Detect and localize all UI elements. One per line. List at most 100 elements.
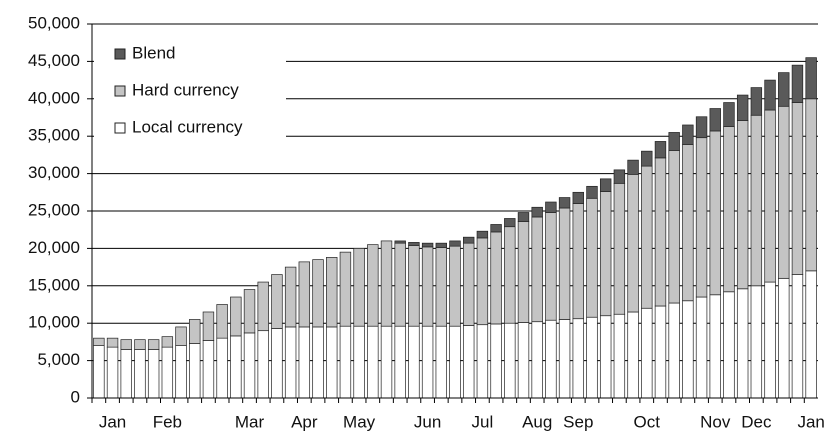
- bar-segment: [613, 182, 626, 315]
- bar-segment: [367, 325, 379, 399]
- bar-segment: [421, 325, 434, 399]
- bar-segment: [339, 325, 352, 399]
- bar-segment: [421, 246, 434, 327]
- bar-segment: [695, 137, 708, 298]
- bar-segment: [736, 94, 749, 121]
- bar-segment: [353, 325, 365, 399]
- bar-segment: [558, 319, 571, 399]
- bar-segment: [161, 336, 174, 348]
- x-tick-label: Nov: [700, 412, 731, 431]
- bar-segment: [791, 274, 804, 399]
- bar-segment: [572, 191, 584, 204]
- bar-segment: [326, 326, 338, 399]
- bar-segment: [106, 346, 119, 399]
- bar-segment: [805, 270, 817, 399]
- bar-segment: [257, 330, 269, 399]
- bar-segment: [545, 212, 557, 321]
- legend-label: Hard currency: [132, 80, 239, 99]
- x-tick-label: Aug: [522, 412, 552, 431]
- bar-segment: [668, 150, 680, 304]
- bar-segment: [476, 230, 489, 239]
- bar-segment: [641, 165, 653, 309]
- bar-segment: [93, 337, 105, 346]
- bar-segment: [243, 332, 256, 399]
- bar-segment: [723, 126, 735, 293]
- bar-segment: [161, 346, 174, 399]
- legend-label: Blend: [132, 43, 175, 62]
- bar-segment: [764, 281, 776, 399]
- bar-segment: [490, 231, 502, 325]
- bar-segment: [517, 221, 530, 323]
- bar-segment: [723, 102, 735, 127]
- x-tick-label: Jan: [797, 412, 824, 431]
- bar-segment: [545, 319, 557, 399]
- bar-segment: [326, 257, 338, 328]
- bar-segment: [778, 277, 790, 399]
- x-tick-label: Sep: [563, 412, 593, 431]
- legend-swatch: [114, 122, 126, 134]
- bar-segment: [476, 237, 489, 326]
- bar-segment: [764, 79, 776, 111]
- y-tick-label: 50,000: [28, 13, 80, 32]
- y-tick-label: 10,000: [28, 313, 80, 332]
- bar-segment: [805, 98, 817, 272]
- bar-segment: [284, 326, 297, 399]
- y-tick-label: 35,000: [28, 126, 80, 145]
- bar-segment: [202, 311, 215, 341]
- y-tick-label: 20,000: [28, 238, 80, 257]
- bar-segment: [558, 207, 571, 320]
- bar-segment: [504, 322, 516, 399]
- x-tick-label: May: [343, 412, 376, 431]
- bar-segment: [408, 325, 420, 399]
- bar-segment: [504, 226, 516, 324]
- bar-segment: [682, 300, 694, 399]
- bar-segment: [462, 236, 475, 244]
- bar-segment: [271, 274, 283, 329]
- bar-segment: [572, 318, 584, 399]
- bar-segment: [394, 240, 406, 244]
- bar-segment: [367, 244, 379, 327]
- bar-segment: [120, 349, 132, 399]
- bar-segment: [682, 124, 694, 145]
- bar-segment: [586, 185, 598, 199]
- bar-segment: [175, 326, 187, 346]
- bar-segment: [284, 266, 297, 328]
- bar-segment: [435, 242, 448, 249]
- bar-segment: [435, 247, 448, 327]
- bar-segment: [504, 218, 516, 228]
- bar-segment: [230, 296, 242, 337]
- bar-segment: [545, 201, 557, 213]
- bar-segment: [531, 216, 543, 323]
- bar-segment: [462, 242, 475, 326]
- bar-segment: [202, 340, 215, 399]
- bar-segment: [93, 345, 105, 399]
- bar-segment: [134, 349, 146, 399]
- legend-swatch: [114, 48, 126, 60]
- legend-swatch: [114, 85, 126, 97]
- bar-segment: [449, 240, 461, 247]
- bar-segment: [421, 242, 434, 248]
- bar-segment: [490, 224, 502, 233]
- legend-label: Local currency: [132, 117, 243, 136]
- bar-segment: [641, 150, 653, 167]
- bar-segment: [709, 130, 721, 296]
- x-tick-label: Feb: [153, 412, 182, 431]
- bar-segment: [750, 285, 763, 399]
- bar-segment: [380, 325, 393, 399]
- bar-segment: [654, 141, 667, 159]
- y-tick-label: 25,000: [28, 200, 80, 219]
- x-tick-label: Jun: [414, 412, 441, 431]
- bar-segment: [312, 259, 324, 328]
- bar-segment: [736, 120, 749, 290]
- y-tick-label: 5,000: [37, 350, 80, 369]
- bar-segment: [627, 173, 639, 313]
- bar-segment: [476, 324, 489, 399]
- bar-segment: [695, 116, 708, 139]
- bar-segment: [641, 307, 653, 399]
- bar-segment: [531, 321, 543, 399]
- bar-segment: [682, 144, 694, 302]
- bar-segment: [147, 349, 160, 399]
- y-tick-label: 40,000: [28, 88, 80, 107]
- x-tick-label: Apr: [291, 412, 318, 431]
